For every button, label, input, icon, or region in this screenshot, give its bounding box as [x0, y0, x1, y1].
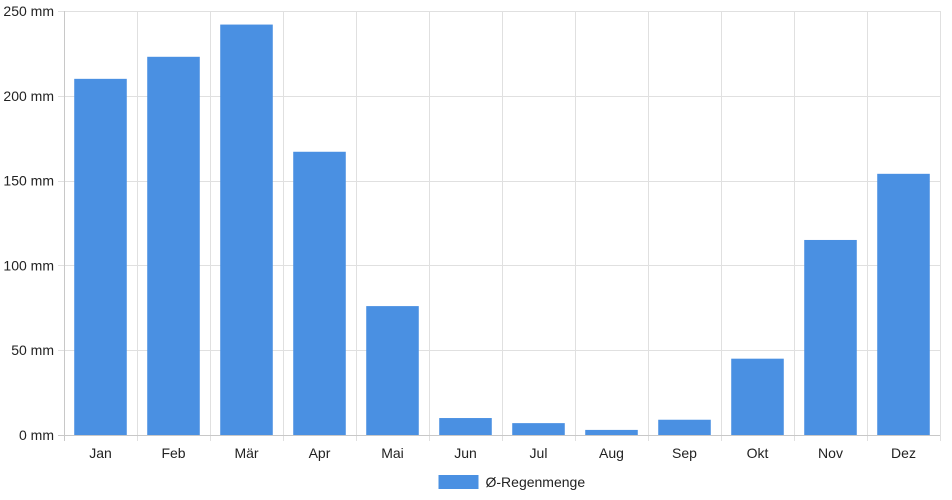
bar-Feb[interactable] — [147, 56, 200, 436]
bar-Jun[interactable] — [439, 418, 492, 435]
x-tick-label: Apr — [309, 445, 331, 461]
y-axis-tick-labels: 0 mm 50 mm 100 mm 150 mm 200 mm 250 mm — [3, 3, 54, 443]
y-tick-label: 0 mm — [19, 427, 54, 443]
axes — [58, 11, 940, 441]
legend-swatch[interactable] — [438, 475, 479, 489]
x-axis-tick-labels: Jan Feb Mär Apr Mai Jun Jul Aug Sep Okt Nov Dez — [89, 445, 916, 461]
bar-Nov[interactable] — [804, 239, 857, 435]
legend-label[interactable]: Ø-Regenmenge — [486, 474, 586, 490]
x-tick-label: Mär — [234, 445, 258, 461]
bar-Apr[interactable] — [293, 151, 346, 435]
bar-Okt[interactable] — [731, 358, 784, 435]
bar-Jul[interactable] — [512, 423, 565, 435]
x-tick-label: Jun — [454, 445, 477, 461]
x-tick-label: Sep — [672, 445, 697, 461]
x-tick-label: Nov — [818, 445, 843, 461]
bar-Mär[interactable] — [220, 24, 273, 436]
x-tick-label: Okt — [747, 445, 769, 461]
bar-Dez[interactable] — [877, 173, 930, 436]
y-tick-label: 150 mm — [3, 173, 54, 189]
bar-Sep[interactable] — [658, 419, 711, 435]
bar-Jan[interactable] — [74, 78, 127, 435]
x-tick-label: Jul — [530, 445, 548, 461]
x-tick-label: Aug — [599, 445, 624, 461]
bar-Aug[interactable] — [585, 429, 638, 435]
x-tick-label: Mai — [381, 445, 404, 461]
bar-Mai[interactable] — [366, 306, 419, 435]
y-tick-label: 50 mm — [11, 342, 54, 358]
grid-lines — [58, 11, 941, 441]
y-tick-label: 250 mm — [3, 3, 54, 19]
x-tick-label: Jan — [89, 445, 112, 461]
bar-series — [74, 24, 930, 436]
legend[interactable]: Ø-Regenmenge — [438, 474, 586, 490]
y-tick-label: 200 mm — [3, 88, 54, 104]
y-tick-label: 100 mm — [3, 257, 54, 273]
x-tick-label: Feb — [161, 445, 185, 461]
x-tick-label: Dez — [891, 445, 916, 461]
